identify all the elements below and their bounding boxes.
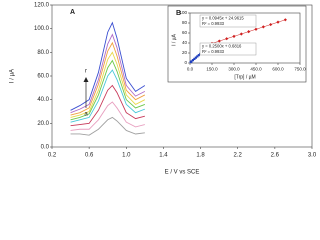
r-squared: R² = 0.9933 [202,21,225,26]
y-tick-label: 40 [182,40,188,45]
equation-box [199,14,257,28]
point [269,22,273,27]
point [217,39,221,43]
y-tick-label: 20 [182,50,188,55]
arrow-head [83,77,89,82]
x-tick-label: 150.0 [206,67,218,72]
equation: y = 0.0945x + 24.9615 [202,16,244,21]
x-tick-label: 2.2 [234,153,243,159]
x-tick-label: 3.0 [308,153,317,159]
point [247,30,251,34]
point [196,55,199,58]
x-tick-label: 0.0 [187,67,194,72]
y-tick-label: 60 [182,30,188,35]
x-tick-label: 600.0 [272,67,284,72]
equation: y = 0.2500x + 0.6816 [202,44,242,49]
r-squared: R² = 0.9933 [202,49,225,54]
point [254,27,258,31]
x-tick-label: 1.8 [196,153,205,159]
x-tick-label: 1.0 [122,153,131,159]
point [194,56,197,59]
x-axis-label: [Trp] / µM [234,74,255,80]
y-axis-label: I / µA [171,33,177,45]
point [232,34,236,38]
panel-label: B [176,10,181,17]
x-axis-label: E / V vs SCE [165,170,200,176]
annotation: r [85,69,87,75]
curve [70,84,145,127]
plot-frame [189,12,301,64]
x-tick-label: 450.0 [250,67,262,72]
curve [70,33,146,114]
x-tick-label: 1.4 [159,153,168,159]
x-tick-label: 300.0 [228,67,240,72]
main-plot: 0.2 0.6 1.0 1.4 1.8 2.2 2.6 3.0 0.0 20.0 40.0 60.0 8… [10,3,317,176]
y-tick-label: 100 [179,10,187,15]
point [276,20,280,24]
y-tick-label: 0.0 [41,145,50,151]
x-tick-label: 2.6 [271,153,280,159]
point [225,37,229,41]
inset-plot: 0.0 150.0 300.0 450.0 600.0 750.0 0 20 40 60 80 100… [171,10,306,80]
curve [70,41,146,116]
y-tick-label: 80.0 [37,50,49,56]
equation-box [199,42,257,56]
curve [70,51,146,118]
y-tick-label: 20.0 [37,121,49,127]
curve [70,116,145,136]
y-tick-label: 0 [184,60,187,65]
y-tick-label: 60.0 [37,74,49,80]
point [239,32,243,36]
y-tick-label: 80 [182,20,188,25]
panel-label: A [70,9,75,16]
curve [70,69,146,123]
x-tick-label: 0.2 [48,153,57,159]
point [193,57,196,60]
x-tick-label: 0.6 [85,153,94,159]
annotation: a [84,112,88,118]
point [283,18,287,22]
y-tick-label: 120.0 [34,3,50,9]
curve [70,101,145,131]
point [197,54,200,57]
y-tick-label: 100.0 [34,26,50,32]
y-axis-label: I / µA [10,69,16,83]
point [191,59,195,62]
y-tick-label: 40.0 [37,97,49,103]
chart: 0.2 0.6 1.0 1.4 1.8 2.2 2.6 3.0 0.0 20.0 40.0 60.0 8… [9,2,317,176]
curve [70,59,146,121]
point [261,25,265,29]
x-tick-label: 750.0 [294,67,306,72]
point [190,60,193,63]
curve [70,21,146,111]
